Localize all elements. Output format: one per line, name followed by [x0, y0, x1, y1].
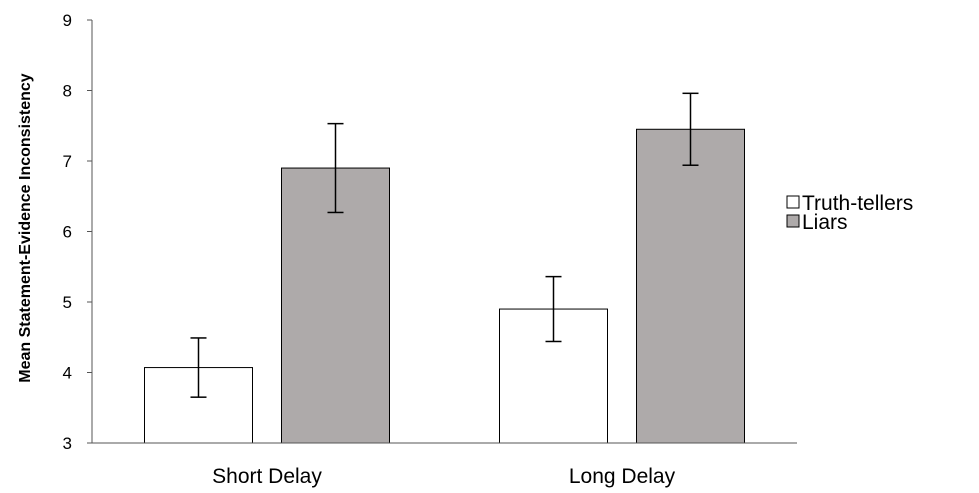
bar-liars-long-delay	[636, 128, 745, 444]
bar-liars-short-delay	[281, 167, 390, 444]
y-tick-label: 6	[63, 223, 72, 242]
y-axis-label: Mean Statement-Evidence Inconsistency	[17, 73, 34, 383]
y-axis-ticks: 3 4 5 6 7 8 9	[63, 11, 92, 453]
category-label-short-delay: Short Delay	[212, 465, 322, 488]
legend-swatch-truth-tellers	[786, 195, 800, 209]
legend-label-truth-tellers: Truth-tellers	[802, 192, 913, 215]
legend-swatch-liars	[786, 214, 800, 228]
legend-label-liars: Liars	[802, 211, 848, 234]
category-label-long-delay: Long Delay	[569, 465, 676, 488]
y-tick-label: 9	[63, 11, 72, 30]
bars	[144, 128, 745, 444]
y-tick-label: 8	[63, 82, 72, 101]
y-tick-label: 7	[63, 152, 72, 171]
y-tick-label: 5	[63, 293, 72, 312]
y-tick-label: 3	[63, 434, 72, 453]
legend: Truth-tellers Liars	[786, 192, 913, 234]
x-axis-categories: Short Delay Long Delay	[212, 465, 675, 488]
y-tick-label: 4	[63, 364, 72, 383]
error-bars	[190, 92, 699, 398]
